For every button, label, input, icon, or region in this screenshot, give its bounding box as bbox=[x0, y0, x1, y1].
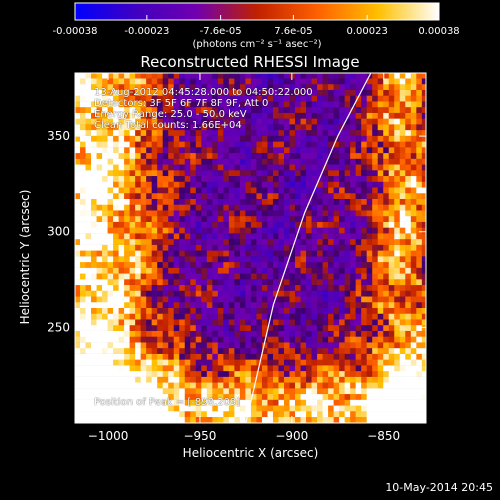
colorbar: -0.00038 -0.00023 -7.6e-05 7.6e-05 0.00023 0.… bbox=[53, 2, 460, 37]
colorbar-ticks: -0.00038 -0.00023 -7.6e-05 7.6e-05 0.00023 0.… bbox=[53, 15, 460, 37]
x-tick-label: −950 bbox=[183, 429, 216, 443]
colorbar-tick-label: 0.00038 bbox=[418, 26, 459, 37]
plot-frame bbox=[74, 72, 427, 424]
y-axis-label: Heliocentric Y (arcsec) bbox=[18, 189, 32, 325]
colorbar-gradient bbox=[74, 2, 440, 21]
y-tick-label: 300 bbox=[47, 225, 70, 239]
colorbar-tick-label: -0.00038 bbox=[53, 26, 98, 37]
annotation-time-range: 13-Aug-2012 04:45:28.000 to 04:50:22.000 bbox=[94, 87, 313, 98]
x-axis-ticks: −1000 −950 −900 −850 bbox=[88, 73, 400, 443]
colorbar-tick-label: -0.00023 bbox=[124, 26, 169, 37]
x-tick-label: −1000 bbox=[88, 429, 129, 443]
annotation-detectors: Detectors: 3F 5F 6F 7F 8F 9F, Att 0 bbox=[94, 98, 269, 109]
footer-timestamp: 10-May-2014 20:45 bbox=[385, 481, 493, 494]
solar-limb-line bbox=[245, 73, 372, 423]
annotation-method: Clean Total counts: 1.66E+04 bbox=[94, 120, 242, 131]
colorbar-tick-label: 7.6e-05 bbox=[274, 26, 312, 37]
y-tick-label: 250 bbox=[47, 320, 70, 334]
annotation-peak-position: Position of Peak = [-898,209] bbox=[94, 397, 241, 408]
colorbar-tick-label: -7.6e-05 bbox=[200, 26, 242, 37]
colorbar-unit-label: (photons cm⁻² s⁻¹ asec⁻²) bbox=[192, 39, 322, 50]
y-tick-label: 350 bbox=[47, 129, 70, 143]
y-axis-ticks: 250 300 350 bbox=[47, 129, 426, 334]
annotation-energy-range: Energy Range: 25.0 - 50.0 keV bbox=[94, 109, 247, 120]
colorbar-tick-label: 0.00023 bbox=[346, 26, 387, 37]
x-tick-label: −900 bbox=[275, 429, 308, 443]
x-axis-label: Heliocentric X (arcsec) bbox=[182, 446, 319, 460]
heatmap-image bbox=[75, 73, 426, 423]
x-tick-label: −850 bbox=[367, 429, 400, 443]
chart-title: Reconstructed RHESSI Image bbox=[140, 53, 360, 71]
